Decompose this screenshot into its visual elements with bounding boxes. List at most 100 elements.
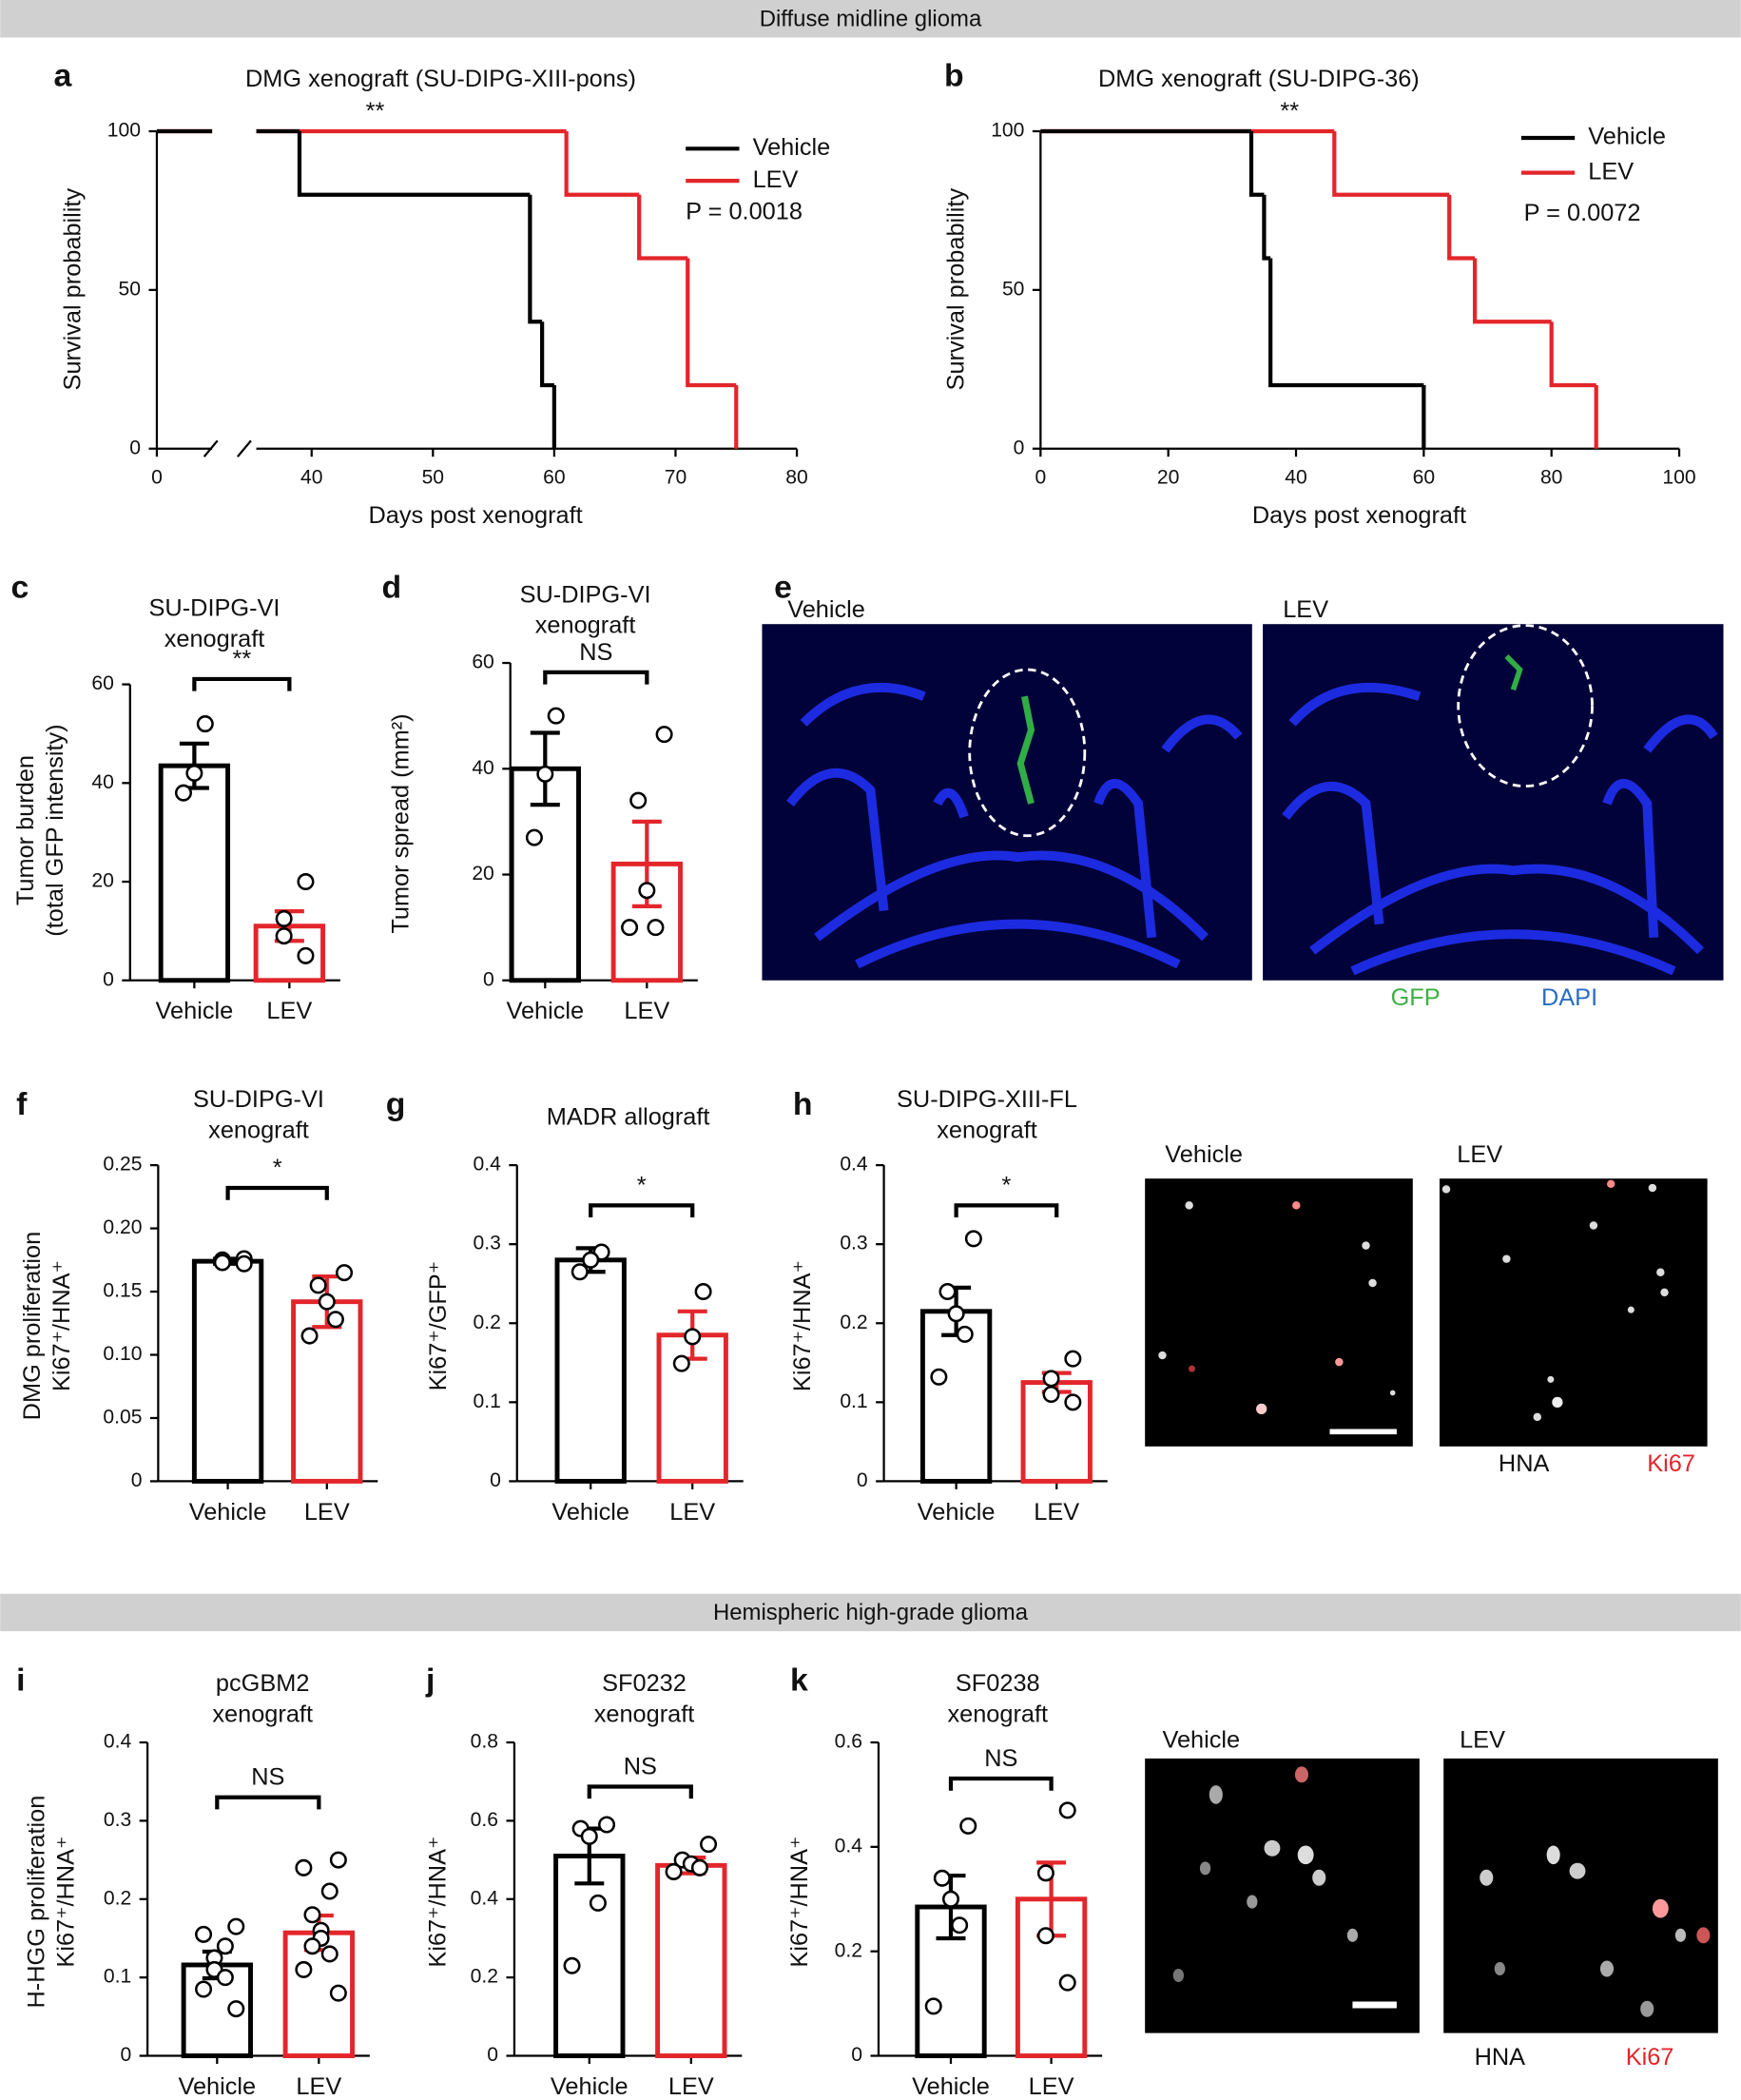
survival-step [564,131,640,197]
data-point [1064,1393,1082,1411]
chart-title: SU-DIPG-VI [149,594,280,621]
chart-title: DMG xenograft (SU-DIPG-XIII-pons) [245,66,636,92]
x-axis-label: Days post xenograft [1252,502,1466,529]
data-point [213,1254,231,1272]
chart-title: SF0238 [956,1670,1040,1697]
significance-bracket [543,670,649,685]
significance: * [637,1172,647,1198]
y-tick-label: 0 [487,2044,498,2066]
data-point [1036,1927,1054,1945]
x-tick-label: LEV [304,1499,350,1526]
data-point [174,784,192,802]
data-point [297,873,315,891]
significance-bracket [225,1185,329,1200]
y-tick-label: 0.2 [840,1312,867,1333]
y-tick-label: 0 [1014,437,1025,458]
x-tick-label: LEV [669,1499,715,1526]
y-tick-label: 0.4 [840,1154,868,1176]
y-tick-label: 0.25 [103,1154,142,1176]
y-tick-label: 0.1 [104,1966,131,1988]
y-tick-label: 0.3 [104,1809,131,1831]
channel-label: GFP [1391,984,1441,1011]
survival-step [1472,258,1552,324]
panel-letter: h [793,1086,813,1122]
significance: ** [233,646,252,672]
data-point [647,919,665,937]
channel-label: Ki67 [1647,1450,1695,1477]
x-tick-label: LEV [1029,2073,1074,2100]
significance: * [273,1155,282,1181]
data-point [638,882,656,900]
bar [158,763,231,983]
y-tick-label: 0.4 [104,1731,132,1753]
chart-title: xenograft [947,1701,1048,1728]
channel-label: Ki67 [1626,2044,1674,2071]
chart-title: DMG xenograft (SU-DIPG-36) [1098,66,1420,92]
chart-title: xenograft [208,1118,309,1144]
data-point [672,1354,690,1372]
significance: NS [579,639,612,666]
micrograph [1443,1758,1718,2033]
survival-step [1262,194,1271,261]
x-tick-label: 60 [1413,466,1435,488]
chart-title: SF0232 [602,1670,687,1697]
data-point [1058,1801,1076,1819]
y-axis-label: Ki67⁺/GFP⁺ [425,1261,452,1391]
data-point [275,909,293,927]
data-point [571,1263,589,1281]
x-tick-label: LEV [296,2073,341,2100]
data-point [951,1916,969,1935]
chart-title: xenograft [594,1701,695,1728]
y-tick-label: 0.05 [103,1407,142,1429]
data-point [297,946,315,964]
data-point [318,1293,336,1311]
data-point [227,1917,245,1935]
section-header: Hemispheric high-grade glioma [713,1600,1029,1625]
data-point [933,1869,951,1887]
section-header: Diffuse midline glioma [760,6,982,31]
image-label: Vehicle [1162,1726,1240,1753]
y-tick-label: 0.1 [840,1390,867,1412]
x-tick-label: 100 [1662,466,1695,488]
data-point [665,1862,683,1880]
data-point [1058,1974,1076,1992]
axis-break [236,439,252,457]
x-tick-label: LEV [266,998,312,1024]
x-tick-label: 40 [1285,466,1306,488]
significance: NS [251,1764,284,1791]
data-point [684,1328,702,1346]
micrograph [762,624,1252,981]
data-point [295,1960,313,1978]
x-tick-label: Vehicle [551,2073,629,2100]
micrograph [1263,624,1724,981]
data-point [326,1311,344,1329]
x-tick-label: 0 [151,466,163,488]
data-point [621,919,639,937]
y-tick-label: 0.15 [103,1280,142,1302]
y-axis-label: DMG proliferation [19,1232,46,1420]
data-point [563,1956,581,1974]
y-tick-label: 0.1 [473,1390,500,1412]
y-tick-label: 0.6 [471,1809,498,1831]
survival-step [637,194,688,261]
y-tick-label: 0.4 [835,1835,863,1857]
significance-bracket [954,1203,1059,1218]
y-tick-label: 0 [120,2044,131,2066]
bar [919,1309,993,1484]
legend-label: Vehicle [1588,124,1666,150]
y-tick-label: 0.2 [835,1939,862,1961]
panel-letter: i [16,1662,25,1699]
channel-label: DAPI [1541,984,1597,1011]
x-tick-label: 70 [665,466,687,488]
y-axis-label: Survival probability [943,188,970,391]
y-axis-label: Ki67⁺/HNA⁺ [789,1260,816,1391]
y-tick-label: 0.4 [473,1154,501,1176]
significance: ** [1280,98,1299,125]
data-point [195,1925,213,1943]
data-point [580,1827,598,1845]
section-bar [0,1593,1741,1632]
data-point [1036,1864,1054,1882]
section-bar [0,0,1741,38]
panel-letter: j [425,1662,435,1699]
